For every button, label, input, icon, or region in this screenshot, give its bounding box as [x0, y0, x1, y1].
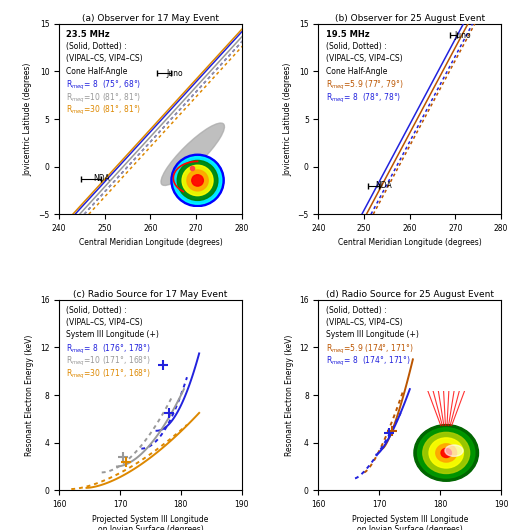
Text: R$_{meq}$=5.9 (174°, 171°): R$_{meq}$=5.9 (174°, 171°): [326, 343, 413, 356]
Text: R$_{meq}$= 8  (78°, 78°): R$_{meq}$= 8 (78°, 78°): [326, 92, 401, 104]
Title: (d) Radio Source for 25 August Event: (d) Radio Source for 25 August Event: [326, 290, 494, 299]
Y-axis label: Resonant Electron Energy (keV): Resonant Electron Energy (keV): [25, 334, 34, 456]
Text: System III Longitude (+): System III Longitude (+): [326, 330, 419, 339]
Text: Juno: Juno: [454, 31, 471, 40]
Text: (VIPAL–CS, VIP4–CS): (VIPAL–CS, VIP4–CS): [66, 54, 143, 63]
Text: (Solid, Dotted) :: (Solid, Dotted) :: [326, 306, 387, 315]
X-axis label: Central Meridian Longitude (degrees): Central Meridian Longitude (degrees): [79, 238, 223, 248]
X-axis label: Projected System III Longitude
on Jovian Surface (degrees): Projected System III Longitude on Jovian…: [352, 515, 468, 530]
Text: R$_{meq}$=10 (81°, 81°): R$_{meq}$=10 (81°, 81°): [66, 92, 142, 104]
Text: R$_{meq}$= 8  (174°, 171°): R$_{meq}$= 8 (174°, 171°): [326, 355, 411, 368]
Text: R$_{meq}$= 8  (176°, 178°): R$_{meq}$= 8 (176°, 178°): [66, 343, 151, 356]
Text: Cone Half-Angle: Cone Half-Angle: [326, 67, 387, 76]
Y-axis label: Jovicentric Latitude (degrees): Jovicentric Latitude (degrees): [283, 63, 292, 176]
Text: R$_{meq}$= 8  (75°, 68°): R$_{meq}$= 8 (75°, 68°): [66, 79, 142, 92]
Title: (a) Observer for 17 May Event: (a) Observer for 17 May Event: [82, 14, 219, 23]
Y-axis label: Resonant Electron Energy (keV): Resonant Electron Energy (keV): [285, 334, 293, 456]
Text: 23.5 MHz: 23.5 MHz: [66, 30, 110, 39]
Text: (Solid, Dotted) :: (Solid, Dotted) :: [66, 306, 127, 315]
Text: R$_{meq}$=5.9 (77°, 79°): R$_{meq}$=5.9 (77°, 79°): [326, 79, 403, 92]
Text: NDA: NDA: [94, 174, 110, 183]
Text: Cone Half-Angle: Cone Half-Angle: [66, 67, 128, 76]
Text: R$_{meq}$=10 (171°, 168°): R$_{meq}$=10 (171°, 168°): [66, 355, 151, 368]
Text: (VIPAL–CS, VIP4–CS): (VIPAL–CS, VIP4–CS): [326, 54, 402, 63]
Title: (c) Radio Source for 17 May Event: (c) Radio Source for 17 May Event: [74, 290, 228, 299]
Text: (VIPAL–CS, VIP4–CS): (VIPAL–CS, VIP4–CS): [66, 318, 143, 327]
Y-axis label: Jovicentric Latitude (degrees): Jovicentric Latitude (degrees): [24, 63, 32, 176]
Text: (VIPAL–CS, VIP4–CS): (VIPAL–CS, VIP4–CS): [326, 318, 402, 327]
Text: (Solid, Dotted) :: (Solid, Dotted) :: [66, 42, 127, 51]
X-axis label: Central Meridian Longitude (degrees): Central Meridian Longitude (degrees): [338, 238, 482, 248]
Title: (b) Observer for 25 August Event: (b) Observer for 25 August Event: [335, 14, 485, 23]
Text: Juno: Juno: [167, 69, 183, 78]
Text: R$_{meq}$=30 (171°, 168°): R$_{meq}$=30 (171°, 168°): [66, 367, 151, 381]
Text: 19.5 MHz: 19.5 MHz: [326, 30, 370, 39]
Text: System III Longitude (+): System III Longitude (+): [66, 330, 159, 339]
X-axis label: Projected System III Longitude
on Jovian Surface (degrees): Projected System III Longitude on Jovian…: [92, 515, 209, 530]
Text: NDA: NDA: [376, 181, 392, 190]
Text: R$_{meq}$=30 (81°, 81°): R$_{meq}$=30 (81°, 81°): [66, 104, 142, 117]
Text: (Solid, Dotted) :: (Solid, Dotted) :: [326, 42, 387, 51]
